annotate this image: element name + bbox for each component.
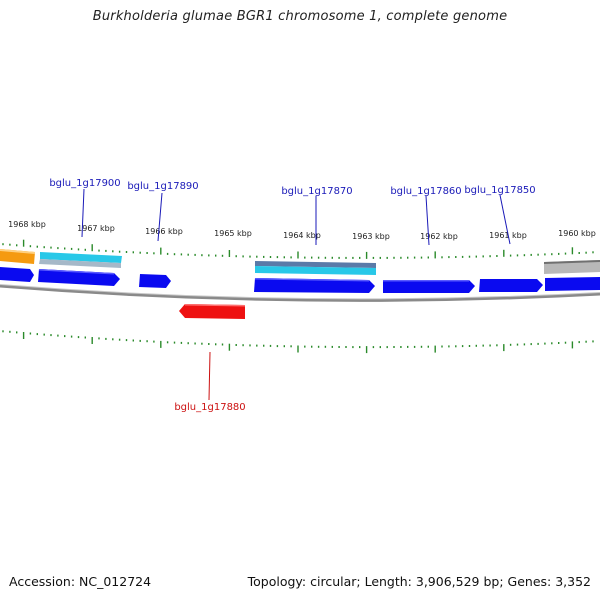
forward-genes: [0, 267, 600, 293]
map-title: Burkholderia glumae BGR1 chromosome 1, c…: [92, 9, 508, 24]
inner-scale-ticks: [2, 330, 594, 354]
feature-cyan-1[interactable]: [40, 252, 122, 263]
scale-label: 1960 kbp: [558, 229, 596, 238]
outer-scale-ticks: [2, 239, 594, 259]
gene-arrow-forward[interactable]: [254, 278, 375, 293]
topology-text: Topology: circular; Length: 3,906,529 bp…: [247, 574, 591, 589]
accession-text: Accession: NC_012724: [9, 574, 152, 589]
gene-arrow-reverse[interactable]: [179, 304, 245, 319]
scale-label: 1965 kbp: [214, 229, 252, 238]
scale-label: 1962 kbp: [420, 232, 458, 241]
scale-label: 1967 kbp: [77, 224, 115, 233]
gene-label-bglu-1g17870[interactable]: bglu_1g17870: [281, 186, 352, 197]
gene-label-leaders: [81, 188, 511, 401]
scale-label: 1964 kbp: [283, 231, 321, 240]
scale-label: 1963 kbp: [352, 232, 390, 241]
chromosome-backbone-highlight: [0, 284, 600, 300]
gene-arrow-forward[interactable]: [545, 277, 600, 291]
gene-label-bglu-1g17860[interactable]: bglu_1g17860: [390, 186, 461, 197]
gene-label-bglu-1g17890[interactable]: bglu_1g17890: [127, 181, 198, 192]
gene-labels: bglu_1g17900 bglu_1g17890 bglu_1g17870 b…: [49, 178, 535, 413]
gene-arrow-forward[interactable]: [479, 279, 543, 292]
feature-track: [0, 249, 600, 275]
scale-label: 1966 kbp: [145, 227, 183, 236]
scale-label: 1968 kbp: [8, 220, 46, 229]
feature-cyan-2[interactable]: [255, 261, 376, 268]
gene-label-bglu-1g17900[interactable]: bglu_1g17900: [49, 178, 120, 189]
chromosome-backbone: [0, 284, 600, 302]
gene-arrow-forward[interactable]: [383, 280, 475, 293]
gene-arrow-forward[interactable]: [0, 267, 34, 282]
gene-label-bglu-1g17880[interactable]: bglu_1g17880: [174, 402, 245, 413]
gene-arrow-forward[interactable]: [139, 274, 171, 288]
gene-label-bglu-1g17850[interactable]: bglu_1g17850: [464, 185, 535, 196]
